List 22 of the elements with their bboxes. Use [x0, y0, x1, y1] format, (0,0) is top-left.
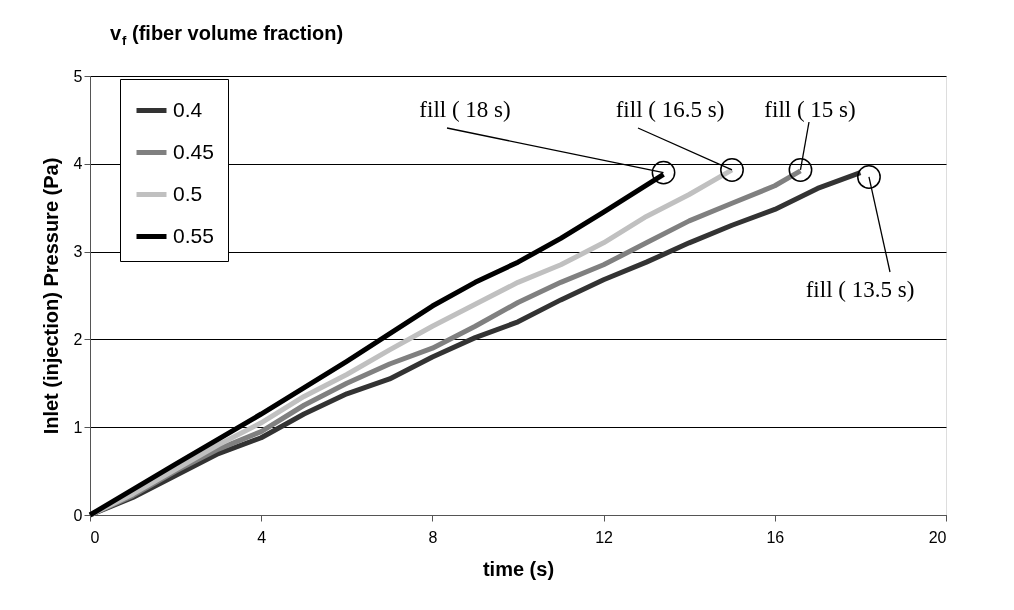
x-tick-label: 12	[595, 528, 614, 546]
y-tick-label: 5	[73, 67, 83, 85]
y-tick-label: 3	[73, 243, 83, 261]
x-tick-label: 0	[90, 528, 100, 546]
annotation: fill ( 15 s)	[764, 97, 856, 122]
y-tick-label: 4	[73, 155, 83, 173]
y-tick-label: 2	[73, 330, 83, 348]
legend-label: 0.55	[173, 223, 214, 247]
legend-label: 0.45	[173, 139, 214, 163]
annotation: fill ( 13.5 s)	[805, 277, 915, 302]
x-tick-label: 8	[428, 528, 438, 546]
legend-label: 0.5	[173, 181, 203, 205]
x-axis-title: time (s)	[482, 557, 555, 580]
y-axis-title: Inlet (injection) Pressure (Pa)	[39, 157, 62, 435]
x-tick-label: 4	[257, 528, 267, 546]
y-tick-label: 1	[73, 418, 83, 436]
y-tick-label: 0	[73, 506, 83, 524]
annotation: fill ( 18 s)	[419, 97, 511, 122]
x-tick-label: 16	[766, 528, 785, 546]
legend-label: 0.4	[173, 97, 203, 121]
annotation: fill ( 16.5 s)	[615, 97, 725, 122]
x-tick-label: 20	[928, 528, 947, 546]
